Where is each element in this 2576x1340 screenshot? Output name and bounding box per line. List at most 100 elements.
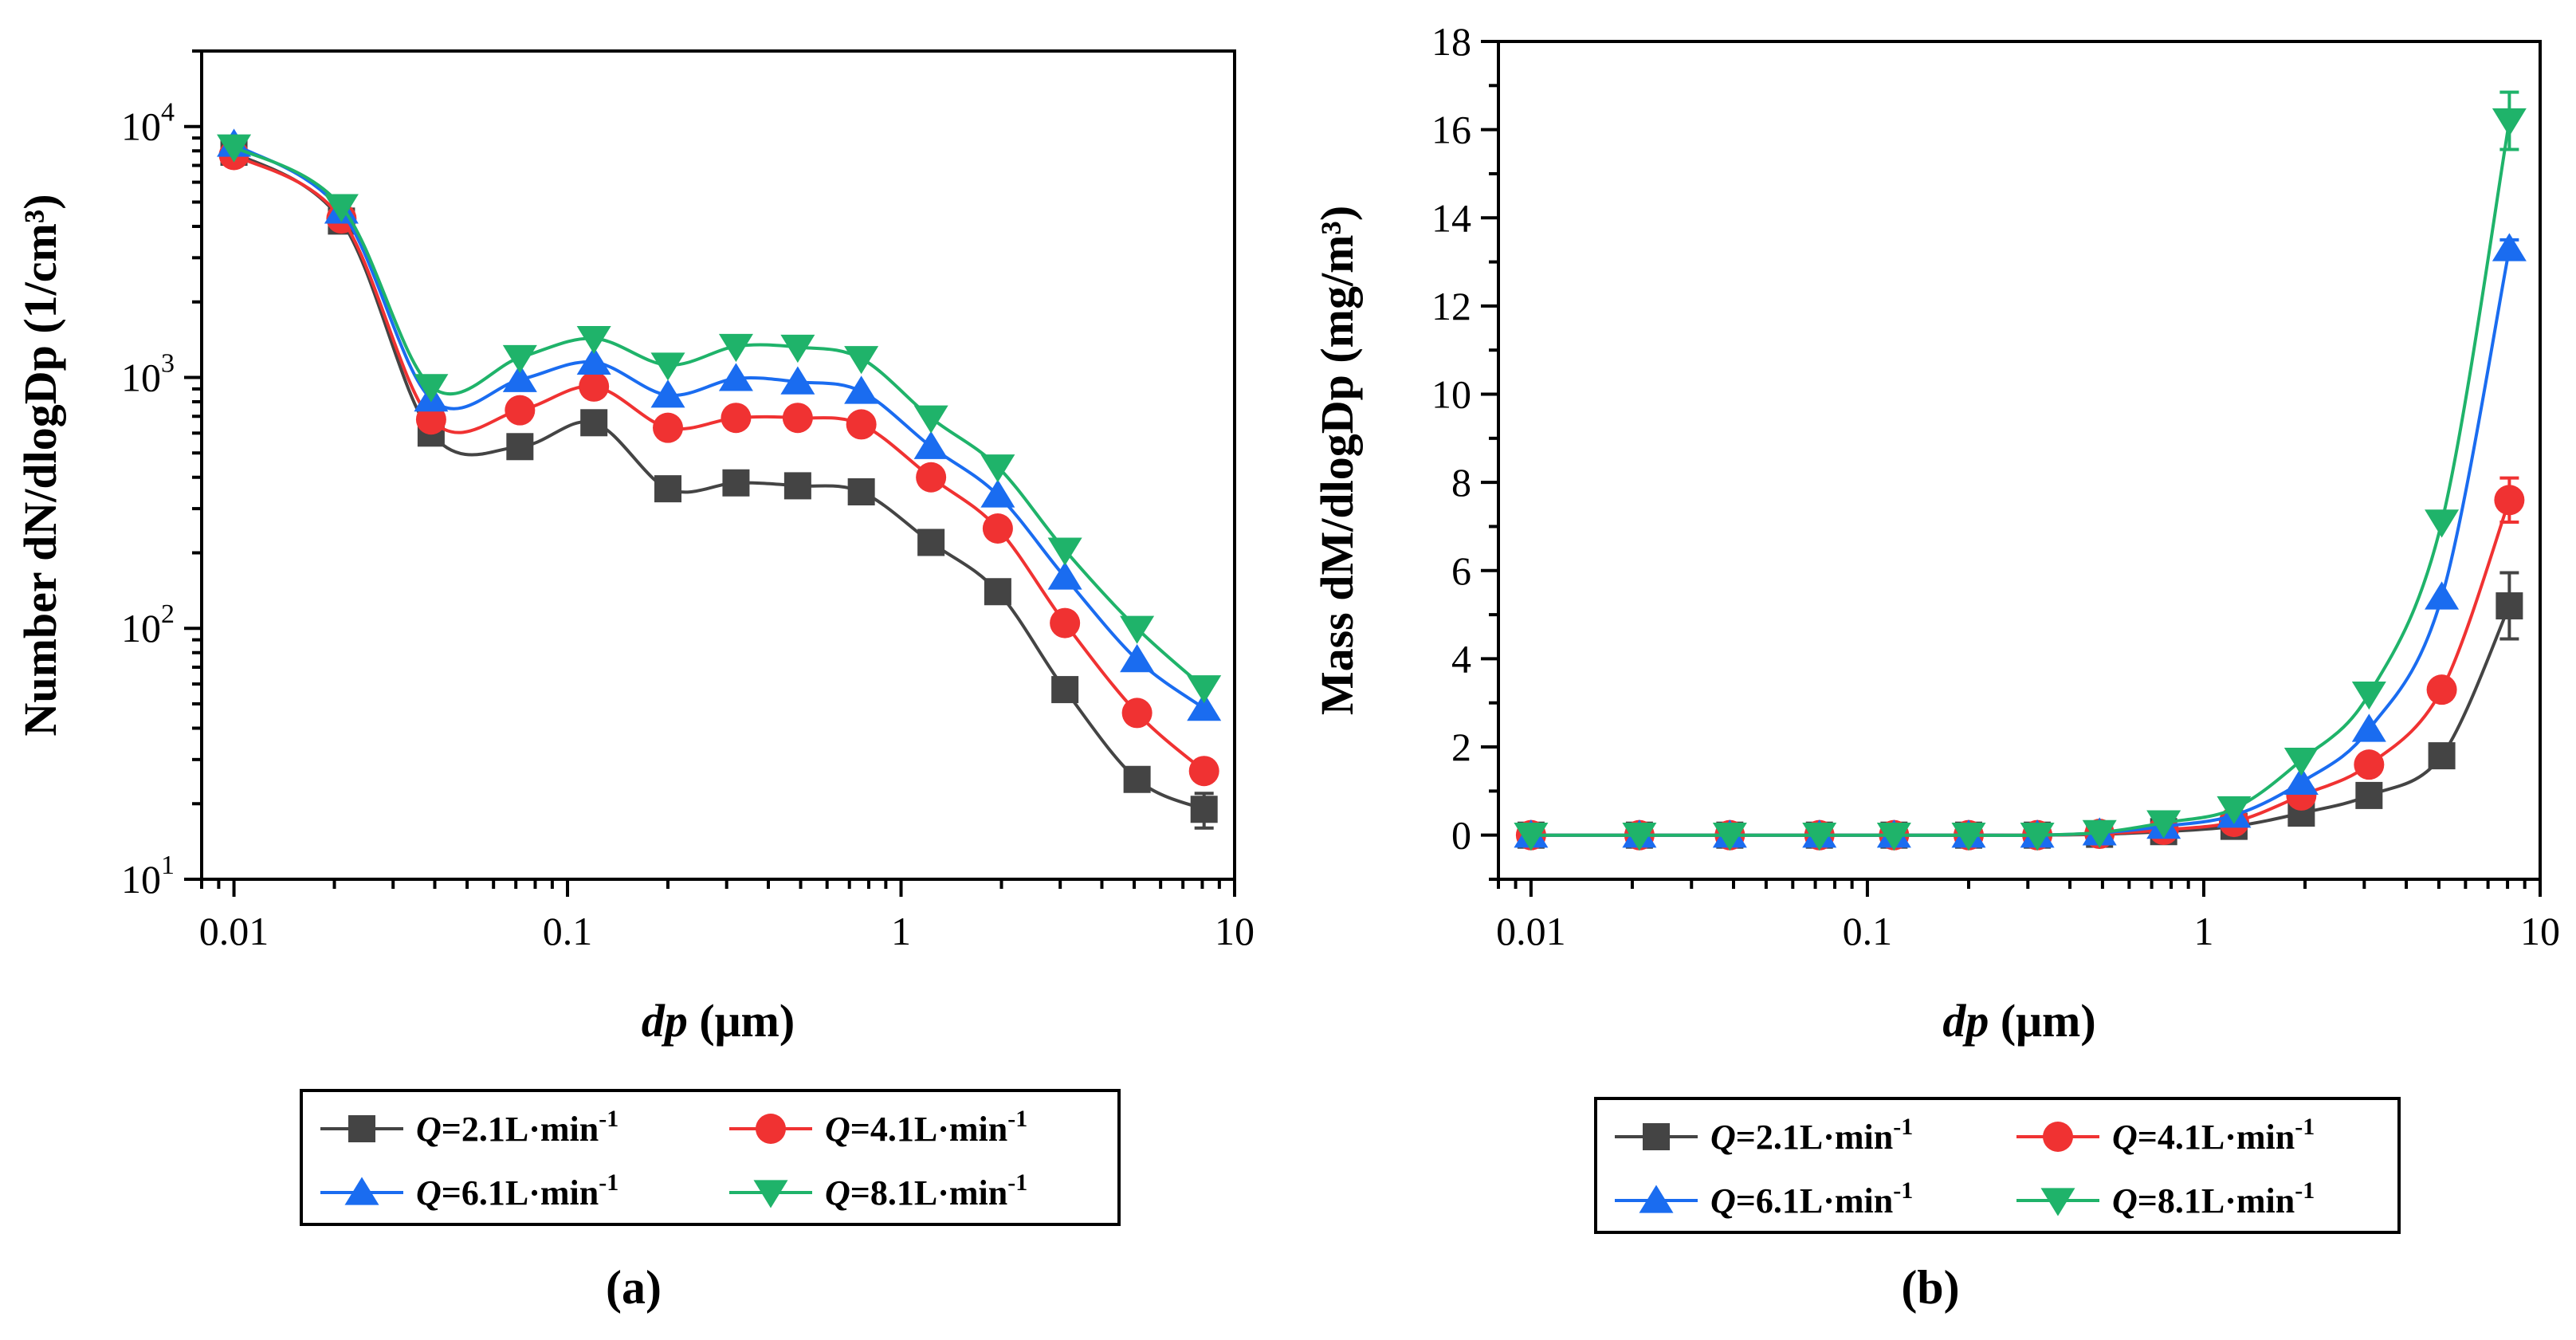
data-point (650, 352, 685, 381)
data-point (1622, 823, 1657, 851)
data-point (415, 404, 446, 435)
y-axis-label: Mass dM/dlogDp (mg/m³) (1311, 206, 1363, 715)
data-point (654, 475, 682, 503)
data-point (782, 403, 813, 434)
chart-panel-a: 0.01 0.1 1 10 101 102 103 104 dp (μm) Number dN/d… (14, 49, 1255, 1314)
panel-label: (b) (1901, 1261, 1959, 1314)
panel-label: (a) (606, 1261, 662, 1314)
x-tick-label: 0.01 (1496, 909, 1566, 953)
data-point (2283, 766, 2319, 795)
legend-item: Q=4.1L·min-1 (729, 1106, 1027, 1149)
legend-label: Q=6.1L·min-1 (416, 1169, 618, 1212)
legend-marker (756, 1114, 786, 1144)
legend-item: Q=2.1L·min-1 (320, 1106, 618, 1149)
series-line (233, 145, 1206, 690)
legend-marker (2043, 1122, 2073, 1152)
x-tick-label: 0.01 (199, 909, 269, 953)
data-point (982, 513, 1013, 544)
x-tick-label: 10 (2520, 909, 2560, 953)
y-tick-label: 8 (1451, 460, 1471, 505)
legend-box (300, 1089, 1121, 1226)
legend-box (1594, 1097, 2401, 1234)
x-tick-label: 1 (891, 909, 911, 953)
data-point (1712, 823, 1747, 851)
legend: Q=2.1L·min-1 Q=4.1L·min-1 Q=6.1L·min-1 Q=8.… (300, 1089, 1121, 1226)
legend-label: Q=2.1L·min-1 (416, 1106, 618, 1149)
data-point (1951, 823, 1986, 851)
data-point (2428, 742, 2456, 770)
data-point (2020, 823, 2055, 851)
data-point (780, 366, 815, 395)
data-point (2425, 509, 2460, 538)
data-point (505, 395, 536, 426)
data-point (1120, 644, 1155, 673)
legend-label: Q=4.1L·min-1 (825, 1106, 1027, 1149)
legend-item: Q=6.1L·min-1 (1615, 1177, 1913, 1220)
data-point (2496, 592, 2523, 620)
legend-item: Q=6.1L·min-1 (320, 1169, 618, 1212)
data-point (414, 374, 449, 403)
y-tick-label: 103 (121, 348, 175, 399)
y-tick-label: 10 (1431, 372, 1471, 417)
data-point (1047, 561, 1082, 590)
series-4 (1514, 90, 2527, 851)
legend-item: Q=8.1L·min-1 (729, 1169, 1027, 1212)
data-point (1187, 675, 1222, 704)
legend-marker (348, 1115, 375, 1142)
data-point (653, 412, 684, 443)
data-point (913, 405, 948, 434)
data-point (502, 344, 537, 374)
data-point (2146, 810, 2181, 839)
y-tick-label: 18 (1431, 19, 1471, 64)
x-axis: 0.01 0.1 1 10 (199, 879, 1255, 953)
legend-marker (1639, 1185, 1674, 1213)
series-1 (1517, 571, 2523, 849)
series-line (1530, 248, 2511, 837)
data-point (1120, 615, 1155, 644)
legend-item: Q=2.1L·min-1 (1615, 1114, 1913, 1157)
data-point (1123, 765, 1151, 793)
data-point (916, 462, 947, 493)
data-point (2354, 749, 2385, 780)
data-point (1876, 823, 1911, 851)
data-point (1188, 756, 1219, 787)
data-point (2492, 233, 2527, 261)
data-point (1050, 607, 1081, 639)
chart-panel-b: 0.01 0.1 1 10 0 2 4 6 8 10 12 14 16 18 dp (μm) Mass dM/… (1311, 19, 2560, 1314)
data-point (722, 469, 750, 497)
data-point (576, 325, 611, 355)
data-point (2492, 108, 2527, 137)
x-axis-label: dp (μm) (1942, 995, 2095, 1047)
y-tick-label: 0 (1451, 813, 1471, 858)
data-point (1051, 676, 1079, 704)
data-point (576, 346, 611, 375)
legend-marker (753, 1180, 788, 1208)
y-axis-label: Number dN/dlogDp (1/cm³) (14, 194, 66, 736)
data-point (2355, 781, 2383, 809)
data-point (1190, 796, 1218, 823)
data-point (506, 433, 534, 461)
plot-area (1514, 90, 2527, 851)
legend-label: Q=6.1L·min-1 (1710, 1177, 1913, 1220)
x-tick-label: 1 (2193, 909, 2213, 953)
y-tick-label: 4 (1451, 636, 1471, 681)
legend-label: Q=4.1L·min-1 (2112, 1114, 2315, 1157)
data-point (2082, 819, 2117, 848)
data-point (780, 334, 815, 363)
y-tick-label: 14 (1431, 195, 1471, 240)
data-point (846, 409, 877, 440)
y-tick-label: 104 (121, 98, 175, 149)
y-axis: 0 2 4 6 8 10 12 14 16 18 (1431, 19, 1498, 881)
data-point (718, 333, 753, 363)
series-4 (217, 134, 1222, 704)
data-point (2217, 796, 2252, 825)
data-point (502, 363, 537, 392)
legend-label: Q=2.1L·min-1 (1710, 1114, 1913, 1157)
data-point (980, 454, 1015, 483)
data-point (917, 529, 945, 556)
legend-item: Q=8.1L·min-1 (2016, 1177, 2315, 1220)
data-point (2425, 581, 2460, 610)
data-point (1047, 537, 1082, 566)
plot-frame (200, 49, 1236, 881)
legend-label: Q=8.1L·min-1 (2112, 1177, 2315, 1220)
